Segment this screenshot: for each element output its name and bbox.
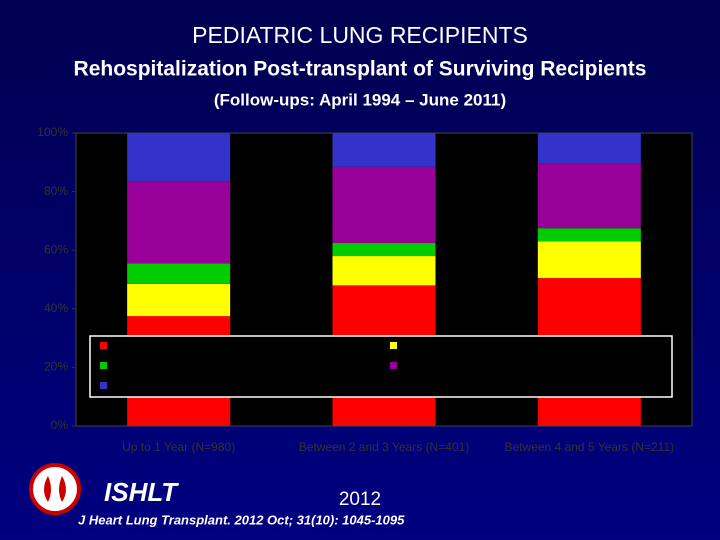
legend-swatch <box>390 362 397 369</box>
chart-title: PEDIATRIC LUNG RECIPIENTS <box>192 22 528 48</box>
bar-segment <box>127 181 231 264</box>
y-tick-label: 0% <box>51 418 69 432</box>
legend-label: Rehospitalized, Rejection + Infection <box>114 378 308 392</box>
bar-segment <box>537 133 641 164</box>
citation: J Heart Lung Transplant. 2012 Oct; 31(10… <box>78 512 405 527</box>
legend-label: Rehospitalized, Not Rejection/Not Infect… <box>404 338 632 352</box>
legend-box <box>89 335 673 398</box>
bar-segment <box>537 241 641 279</box>
legend-label: No Rehospitalization <box>114 338 224 352</box>
bar-segment <box>537 163 641 229</box>
legend-label: Rehospitalized, Rejection <box>114 358 249 372</box>
bar-segment <box>537 228 641 242</box>
org-label: ISHLT <box>104 477 179 507</box>
legend-swatch <box>100 382 107 389</box>
y-tick-label: 40% <box>44 301 68 315</box>
x-tick-label: Between 2 and 3 Years (N=401) <box>299 440 469 454</box>
chart-subtitle: Rehospitalization Post-transplant of Sur… <box>74 58 647 81</box>
logo-lungs <box>44 476 66 502</box>
bar-segment <box>127 283 231 317</box>
x-tick-label: Between 4 and 5 Years (N=211) <box>505 440 675 454</box>
bar-segment <box>332 133 436 167</box>
bar-segment <box>127 263 231 284</box>
logo-ring <box>29 463 81 515</box>
y-tick-label: 100% <box>37 125 68 139</box>
bar-segment <box>332 166 436 243</box>
bar-segment <box>332 256 436 286</box>
bar-segment <box>127 133 231 182</box>
legend-swatch <box>100 342 107 349</box>
chart-note: (Follow-ups: April 1994 – June 2011) <box>214 90 506 109</box>
y-tick-label: 60% <box>44 242 68 256</box>
plot: 0% 20% 40% 60% 80% 100% Up to 1 Year (N=980) Be… <box>37 125 674 454</box>
bar-segment <box>332 242 436 257</box>
legend-swatch <box>100 362 107 369</box>
legend-label: Rehospitalized, Infection <box>404 358 535 372</box>
year-label: 2012 <box>339 489 381 510</box>
legend-swatch <box>390 342 397 349</box>
y-tick-label: 80% <box>44 184 68 198</box>
legend: No Rehospitalization Rehospitalized, Not … <box>89 335 673 398</box>
logo <box>29 463 81 515</box>
y-tick-label: 20% <box>44 360 68 374</box>
x-tick-label: Up to 1 Year (N=980) <box>122 440 235 454</box>
